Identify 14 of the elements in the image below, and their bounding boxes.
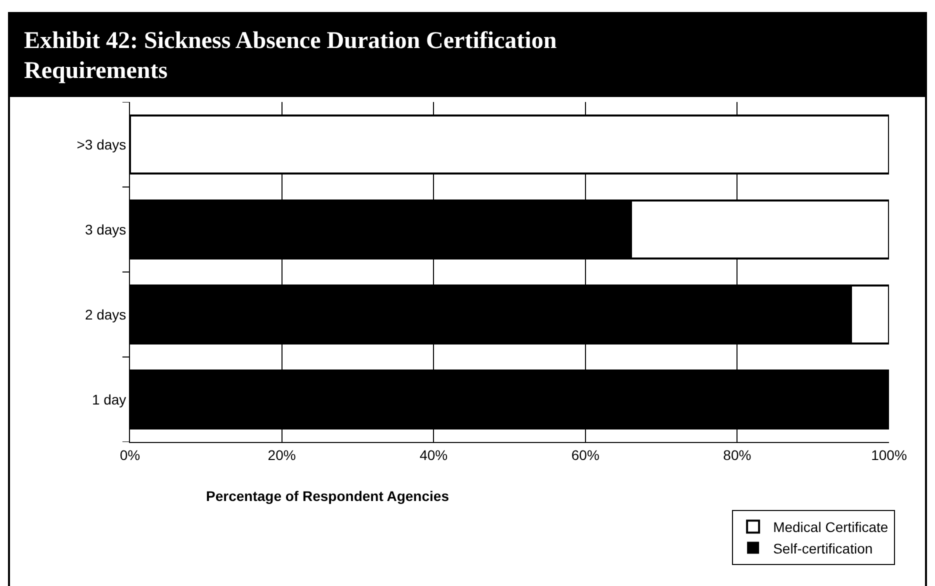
x-tick-label: 80% bbox=[723, 446, 752, 463]
y-tick-label: 2 days bbox=[84, 306, 126, 322]
legend-label: Medical Certificate bbox=[773, 519, 888, 536]
x-axis-title: Percentage of Respondent Agencies bbox=[206, 488, 450, 504]
x-tick-label: 40% bbox=[420, 446, 448, 463]
y-tick-label: >3 days bbox=[76, 136, 126, 152]
chart-title: Exhibit 42: Sickness Absence Duration Certification Requirements bbox=[8, 12, 927, 97]
x-tick-label: 100% bbox=[871, 446, 907, 463]
x-tick-label: 0% bbox=[120, 446, 140, 463]
y-tick-label: 3 days bbox=[84, 221, 126, 238]
y-tick-label: 1 day bbox=[92, 391, 126, 408]
x-tick-label: 20% bbox=[268, 446, 296, 463]
legend-label: Self-certification bbox=[773, 540, 873, 556]
x-tick-label: 60% bbox=[571, 446, 600, 463]
